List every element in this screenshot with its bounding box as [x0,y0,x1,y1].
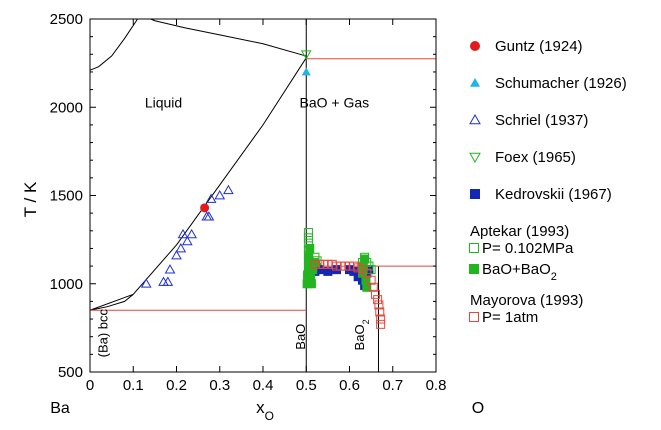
legend-label-2: Schriel (1937) [495,112,588,129]
data-point-g1s0 [374,300,384,310]
legend-group-title-0: Aptekar (1993) [470,223,569,240]
data-point-g0s1 [304,252,314,262]
data-point-g1s0 [375,307,385,317]
legend-label-1: Schumacher (1926) [495,75,627,92]
data-point-s4 [323,266,333,276]
legend-marker-3 [469,152,481,164]
data-point-s2 [181,235,193,246]
annotation-0: Liquid [145,94,182,110]
data-point-s2 [171,250,182,260]
corner-label-right: O [472,400,484,417]
phase-line-gas-boundary-left [89,18,138,71]
plot-frame [89,18,437,373]
data-point-g0s1 [362,282,372,292]
data-point-s1 [301,67,311,76]
phase-line-bcc-liquidus [89,293,134,311]
data-point-g1s0 [366,275,376,285]
phase-line-gas-boundary-top [150,18,307,57]
data-point-g1s0 [373,295,383,305]
x-tick-label: 0.2 [166,377,187,394]
data-point-s2 [203,211,215,221]
data-point-g0s1 [308,265,318,275]
x-tick-label: 0.3 [209,377,230,394]
legend-label-g1s0: P= 1atm [482,309,538,326]
legend-label-g0s0: P= 0.102MPa [482,240,574,257]
y-tick-label: 2500 [50,11,83,28]
data-point-g0s0 [303,228,313,238]
y-tick-label: 1000 [50,276,83,293]
data-point-g0s1 [305,243,315,253]
legend-marker-1 [470,78,480,87]
corner-label-left: Ba [50,400,70,417]
data-point-g1s0 [368,282,378,292]
annotation-2: (Ba) bcc [95,308,110,357]
data-point-s2 [177,228,189,239]
x-tick-label: 0.7 [382,377,403,394]
data-point-s2 [186,228,197,239]
data-point-g1s0 [370,289,380,299]
data-point-g1s0 [376,314,386,324]
x-axis-title: xO [256,398,274,423]
legend-marker-4 [470,189,480,199]
data-point-s3 [300,50,312,60]
annotation-1: BaO + Gas [300,94,370,110]
x-tick-label: 0.1 [123,377,144,394]
y-tick-label: 500 [58,364,83,381]
data-point-s2 [140,278,152,288]
data-point-s2 [164,264,176,274]
legend-label-4: Kedrovskii (1967) [495,186,612,203]
y-tick-label: 1500 [50,188,83,205]
legend-marker-g0s1 [469,264,479,274]
y-tick-label: 2000 [50,99,83,116]
data-point-s2 [162,276,174,286]
x-tick-label: 0.5 [296,377,317,394]
data-point-g0s1 [306,270,316,280]
x-tick-label: 0.6 [339,377,360,394]
y-axis-title: T / K [21,181,40,217]
x-tick-label: 0 [86,377,94,394]
data-point-s2 [175,242,187,253]
legend-label-0: Guntz (1924) [495,38,583,55]
data-point-g0s1 [361,275,371,285]
legend-marker-0 [470,41,480,51]
legend-group-title-1: Mayorova (1993) [470,292,583,309]
legend-marker-g1s0 [469,312,479,322]
annotation-3: BaO [293,324,308,350]
data-point-s4 [314,265,324,275]
data-point-g1s0 [376,319,386,329]
x-tick-label: 0.4 [253,377,274,394]
data-point-s2 [205,193,217,203]
data-point-s0 [200,203,210,213]
data-point-s2 [223,184,234,195]
legend-marker-2 [469,113,481,125]
annotation-4: BaO2 [352,319,371,350]
legend-label-g0s1: BaO+BaO2 [482,261,557,283]
data-point-g0s0 [303,233,313,243]
data-point-g0s1 [306,279,316,289]
data-point-s2 [214,189,226,200]
x-tick-label: 0.8 [426,377,447,394]
data-point-g0s1 [360,254,370,264]
legend-label-3: Foex (1965) [495,149,576,166]
phase-line-liquidus-left [89,57,307,311]
legend-marker-g0s0 [469,243,479,253]
